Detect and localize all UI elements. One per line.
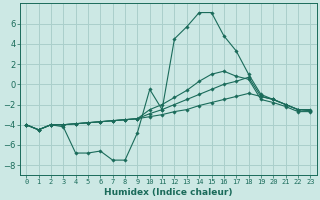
X-axis label: Humidex (Indice chaleur): Humidex (Indice chaleur)	[104, 188, 233, 197]
